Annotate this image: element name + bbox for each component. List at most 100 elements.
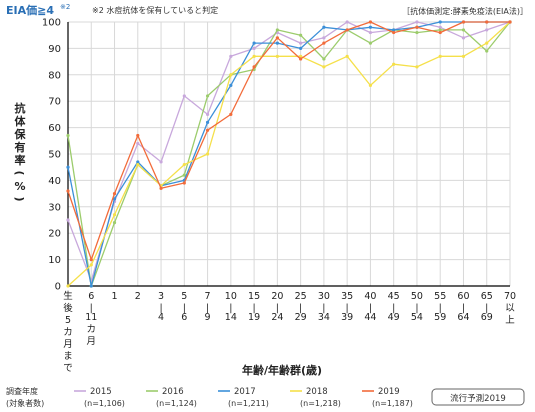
legend-label-2017: 2017	[234, 387, 256, 397]
y-tick-label: 0	[55, 282, 61, 293]
x-tick-label: 60	[457, 291, 469, 302]
data-point-2017	[66, 165, 70, 169]
data-point-2019	[368, 20, 373, 24]
x-tick-label: 11	[85, 312, 97, 323]
x-tick-label: 4	[158, 312, 164, 323]
y-tick-label: 30	[48, 202, 61, 213]
x-tick-label: |	[206, 303, 209, 314]
data-point-2018	[322, 65, 326, 69]
series-line-2015	[67, 21, 511, 282]
data-point-2019	[322, 41, 326, 45]
data-point-2017	[322, 25, 326, 29]
series-line-2019	[67, 21, 510, 261]
legend-badge: 流行予測2019	[450, 393, 506, 404]
x-tick-label: 64	[457, 312, 469, 323]
data-point-2016	[112, 221, 117, 225]
x-tick-label: |	[439, 303, 442, 314]
x-tick-label: 月	[63, 339, 73, 350]
data-point-2017	[229, 83, 233, 87]
x-tick-label: 2	[135, 291, 141, 302]
data-point-2019	[66, 189, 70, 193]
x-tick-label: カ	[87, 324, 97, 335]
data-point-2018	[205, 152, 210, 156]
x-tick-label: 54	[411, 312, 423, 323]
x-tick-label: 15	[248, 291, 260, 302]
data-point-2015	[136, 141, 140, 146]
y-axis-label-char: 有	[15, 140, 26, 154]
data-point-2019	[112, 192, 117, 196]
data-point-2018	[438, 54, 442, 58]
data-point-2018	[415, 65, 419, 69]
data-point-2017	[368, 25, 373, 29]
x-tick-label: 上	[505, 315, 515, 326]
x-tick-label: 34	[318, 312, 330, 323]
data-point-2017	[392, 28, 396, 32]
data-point-2016	[182, 173, 186, 177]
data-point-2018	[66, 284, 70, 288]
x-tick-label: 44	[364, 312, 376, 323]
data-point-2019	[508, 20, 512, 24]
x-tick-label: 45	[388, 291, 400, 302]
data-point-2019	[461, 20, 466, 24]
data-point-2015	[322, 36, 326, 40]
y-tick-label: 70	[48, 97, 61, 108]
chart-note: ※2 水痘抗体を保有していると判定	[92, 5, 218, 15]
x-tick-label: カ	[63, 327, 73, 338]
y-tick-label: 60	[48, 123, 61, 134]
series-line-2017	[67, 21, 510, 287]
data-point-2019	[182, 181, 186, 185]
x-tick-label: 3	[158, 291, 164, 302]
data-point-2018	[252, 54, 256, 58]
x-tick-label: |	[253, 303, 256, 314]
data-point-2019	[415, 25, 419, 29]
data-point-2019	[205, 128, 210, 132]
x-tick-label: 35	[341, 291, 353, 302]
x-tick-label: 25	[295, 291, 307, 302]
data-point-2016	[415, 30, 419, 35]
data-point-2019	[275, 36, 279, 40]
y-tick-label: 10	[48, 255, 61, 266]
y-axis-label-char: 抗	[15, 101, 26, 115]
data-point-2016	[66, 133, 70, 138]
data-point-2017	[275, 41, 279, 45]
x-axis-label: 年齢/年齢群(歳)	[242, 363, 322, 377]
data-point-2018	[392, 62, 396, 66]
data-point-2015	[229, 54, 233, 58]
y-tick-label: 40	[48, 176, 61, 187]
x-tick-label: 19	[248, 312, 260, 323]
data-point-2015	[415, 20, 419, 24]
data-point-2018	[345, 54, 349, 58]
data-point-2016	[275, 28, 279, 32]
x-tick-label: 6	[88, 291, 94, 302]
y-axis-label-char: 保	[14, 127, 27, 141]
data-point-2015	[182, 94, 186, 98]
data-point-2016	[205, 94, 210, 98]
x-tick-label: で	[63, 363, 73, 374]
x-tick-label: 後	[63, 302, 73, 314]
x-tick-label: 1	[112, 291, 118, 302]
x-tick-label: 20	[271, 291, 283, 302]
data-point-2018	[275, 54, 279, 58]
data-point-2019	[252, 65, 256, 69]
x-tick-label: 5	[65, 315, 71, 326]
data-point-2015	[252, 46, 256, 51]
legend-items: 2015 (n=1,106) 2016 (n=1,124) 2017 (n=1,211) 2…	[74, 387, 413, 408]
data-point-2019	[438, 30, 442, 35]
legend-n-2018: (n=1,218)	[300, 399, 341, 408]
x-tick-label: |	[485, 303, 488, 314]
x-tick-label: |	[159, 303, 162, 314]
data-point-2015	[461, 36, 466, 40]
y-axis-label-char: %	[14, 180, 25, 193]
data-point-2019	[485, 20, 489, 24]
x-tick-label: 50	[411, 291, 423, 302]
x-tick-label: |	[346, 303, 349, 314]
legend-n-2019: (n=1,187)	[372, 399, 413, 408]
x-tick-label: 30	[318, 291, 330, 302]
series-line-2018	[67, 21, 511, 287]
data-point-2016	[438, 28, 442, 32]
x-tick-label: 59	[434, 312, 446, 323]
axes	[67, 22, 510, 287]
data-point-2017	[438, 20, 442, 24]
